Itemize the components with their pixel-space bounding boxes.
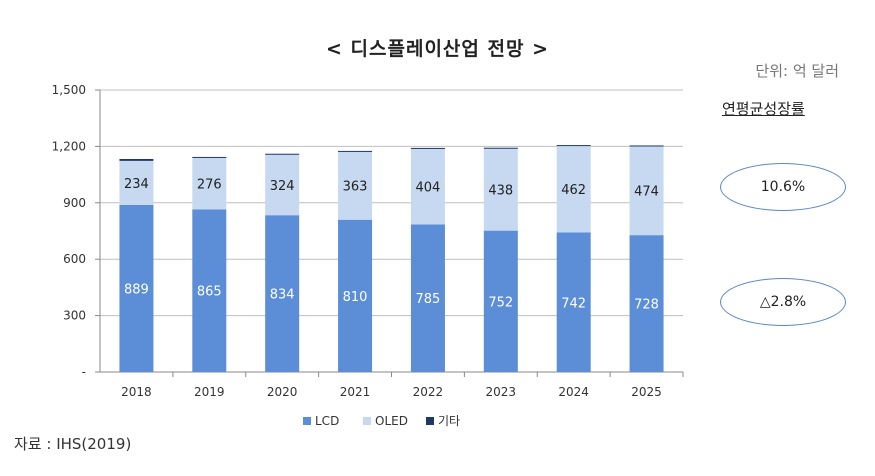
data-label-lcd: 810 [343, 290, 368, 305]
data-label-oled: 324 [270, 179, 295, 194]
y-tick-label: - [82, 365, 86, 379]
bar-기타-2024 [556, 145, 591, 147]
bar-lcd-2023 [483, 230, 518, 372]
y-tick-label: 1,200 [52, 139, 86, 153]
y-tick-label: 1,500 [52, 83, 86, 97]
data-label-lcd: 889 [124, 282, 149, 297]
data-label-oled: 234 [124, 177, 149, 192]
bar-oled-2024 [556, 145, 591, 233]
oled-cagr-bubble: 10.6% [720, 163, 846, 211]
bar-oled-2020 [265, 154, 300, 216]
bar-oled-2019 [192, 157, 227, 210]
bar-lcd-2025 [629, 235, 664, 372]
data-label-lcd: 742 [561, 296, 586, 311]
legend-swatch-lcd [303, 417, 311, 425]
source-note: 자료 : IHS(2019) [14, 435, 132, 453]
bar-lcd-2019 [192, 209, 227, 372]
data-label-oled: 474 [634, 185, 659, 200]
bar-기타-2022 [410, 147, 445, 149]
x-tick-label: 2024 [558, 385, 589, 399]
legend-label-oled: OLED [375, 414, 408, 428]
unit-label: 단위: 억 달러 [755, 62, 839, 80]
bar-lcd-2024 [556, 232, 591, 372]
bar-oled-2022 [410, 148, 445, 225]
y-tick-label: 600 [63, 252, 86, 266]
data-label-oled: 462 [561, 183, 586, 198]
data-label-lcd: 865 [197, 285, 222, 300]
x-tick-label: 2020 [267, 385, 298, 399]
bar-lcd-2020 [265, 215, 300, 372]
data-label-oled: 276 [197, 177, 222, 192]
data-label-lcd: 728 [634, 298, 659, 313]
x-tick-label: 2025 [631, 385, 662, 399]
data-label-lcd: 752 [488, 295, 513, 310]
x-tick-label: 2018 [121, 385, 152, 399]
cagr-header: 연평균성장률 [722, 100, 805, 118]
data-label-lcd: 834 [270, 288, 295, 303]
stacked-bar-chart: - 300 600 900 1,200 1,500 2018 2019 2020 2021 2022… [52, 83, 684, 428]
bar-lcd-2022 [410, 224, 445, 372]
bar-lcd-2018 [119, 204, 154, 372]
y-tick-label: 900 [63, 196, 86, 210]
bar-기타-2025 [629, 145, 664, 147]
bar-기타-2021 [338, 150, 373, 152]
data-label-oled: 404 [416, 180, 441, 195]
x-tick-label: 2023 [486, 385, 517, 399]
legend-label-other: 기타 [438, 414, 460, 428]
bar-기타-2023 [483, 147, 518, 149]
bar-기타-2020 [265, 153, 300, 155]
bar-기타-2018 [119, 158, 154, 161]
x-tick-label: 2022 [413, 385, 444, 399]
data-label-oled: 363 [343, 180, 368, 195]
legend-swatch-oled [363, 417, 371, 425]
bar-oled-2018 [119, 160, 154, 205]
data-label-lcd: 785 [416, 292, 441, 307]
bar-oled-2025 [629, 146, 664, 236]
chart-title: < 디스플레이산업 전망 > [325, 38, 549, 60]
bar-기타-2019 [192, 156, 227, 158]
data-label-oled: 438 [488, 183, 513, 198]
bar-lcd-2021 [338, 219, 373, 372]
bar-oled-2023 [483, 148, 518, 231]
x-tick-label: 2021 [340, 385, 371, 399]
legend-label-lcd: LCD [315, 414, 339, 428]
y-tick-label: 300 [63, 309, 86, 323]
legend-swatch-other [426, 417, 434, 425]
bar-oled-2021 [338, 151, 373, 220]
lcd-cagr-bubble: △2.8% [720, 278, 846, 326]
x-tick-label: 2019 [194, 385, 225, 399]
